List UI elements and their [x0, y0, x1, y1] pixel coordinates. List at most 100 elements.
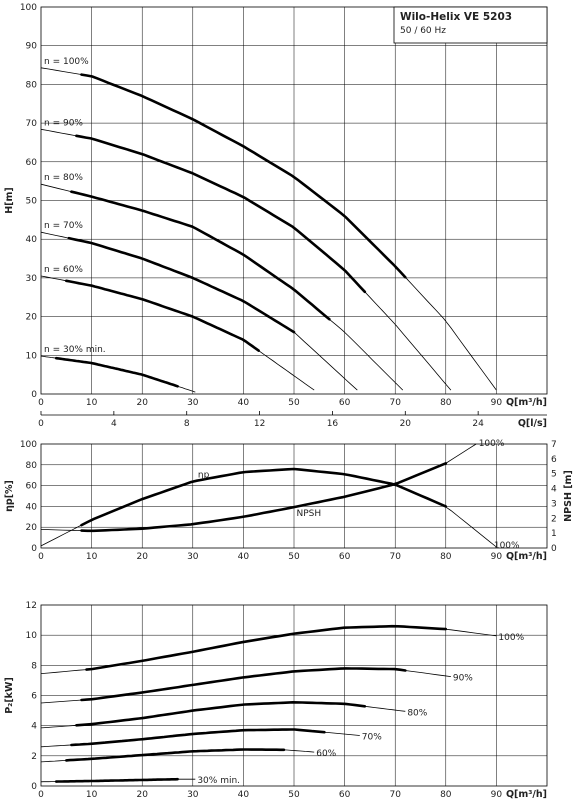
power-x-tick-label: 0: [38, 790, 44, 800]
efficiency-npsh-y2-axis-label: NPSH [m]: [563, 470, 574, 522]
power-curve-label: 100%: [498, 633, 524, 643]
efficiency-npsh-y-tick-label: 40: [26, 502, 38, 512]
efficiency-end-label: 100%: [494, 541, 520, 551]
head-x-tick-label: 30: [187, 398, 199, 408]
product-title: Wilo-Helix VE 5203: [400, 11, 512, 23]
power-x-tick-label: 10: [86, 790, 98, 800]
head-x-axis-label: Q[m³/h]: [506, 397, 547, 408]
head-x-tick-label: 90: [491, 398, 503, 408]
head-y-tick-label: 90: [26, 42, 38, 52]
efficiency-npsh-y2-tick-label: 4: [551, 485, 557, 495]
power-x-tick-label: 50: [288, 790, 300, 800]
efficiency-curve-label: ηp: [198, 470, 210, 480]
efficiency-npsh-x-axis-label: Q[m³/h]: [506, 551, 547, 562]
head-curve-operating-n-30-min-: [54, 356, 179, 388]
head-curve-operating-n-100-: [80, 73, 407, 279]
power-y-tick-label: 2: [31, 752, 37, 762]
head-curve-n-70-: [40, 231, 358, 391]
head-x2-axis-label: Q[l/s]: [518, 418, 547, 429]
efficiency-npsh-y-tick-label: 100: [20, 440, 37, 450]
efficiency-npsh-x-tick-label: 70: [389, 552, 401, 562]
power-x-tick-label: 70: [389, 790, 401, 800]
efficiency-npsh-y2-tick-label: 1: [551, 529, 557, 539]
text-layer: 0 10 20 30 40 50 60 70 80 90010203040506070809010…: [4, 3, 574, 800]
power-curve-operating-70-: [70, 728, 326, 747]
head-y-tick-label: 30: [26, 274, 38, 284]
head-x-tick-label: 20: [136, 398, 148, 408]
efficiency-npsh-y2-tick-label: 3: [551, 499, 557, 509]
efficiency-npsh-x-tick-label: 50: [288, 552, 300, 562]
efficiency-npsh-y2-tick-label: 2: [551, 514, 557, 524]
head-y-tick-label: 20: [26, 313, 38, 323]
power-curve-label: 90%: [453, 674, 473, 684]
head-y-tick-label: 0: [31, 390, 37, 400]
power-y-tick-label: 6: [31, 692, 37, 702]
head-y-tick-label: 80: [26, 80, 38, 90]
head-curve-operating-n-80-: [70, 190, 331, 321]
efficiency-npsh-y-axis-label: ηp[%]: [4, 480, 15, 512]
power-x-tick-label: 40: [238, 790, 250, 800]
head-curve-label: n = 60%: [44, 265, 83, 275]
efficiency-npsh-y2-tick-label: 7: [551, 440, 557, 450]
efficiency-npsh-curve--p: [40, 468, 497, 548]
power-y-tick-label: 4: [31, 722, 37, 732]
head-x-tick-label: 10: [86, 398, 98, 408]
head-x-tick-label: 0: [38, 398, 44, 408]
head-x2-tick-label: 0: [38, 419, 44, 429]
curve-layer: [40, 67, 497, 783]
head-x2-tick-label: 20: [400, 419, 412, 429]
efficiency-npsh-x-tick-label: 10: [86, 552, 98, 562]
npsh-curve-label: NPSH: [297, 509, 322, 519]
power-curve-operating-60-: [65, 748, 286, 762]
efficiency-npsh-x-tick-label: 80: [440, 552, 452, 562]
efficiency-npsh-x-tick-label: 30: [187, 552, 199, 562]
grid-layer: [40, 6, 548, 787]
efficiency-npsh-x-tick-label: 90: [491, 552, 503, 562]
head-curve-n-60-: [40, 275, 315, 391]
power-x-tick-label: 30: [187, 790, 199, 800]
efficiency-npsh-x-tick-label: 60: [339, 552, 351, 562]
head-x2-tick-label: 12: [254, 419, 265, 429]
frequency-label: 50 / 60 Hz: [400, 26, 446, 36]
efficiency-npsh-y-tick-label: 80: [26, 461, 38, 471]
power-curve-operating-90-: [80, 667, 407, 702]
npsh-end-label: 100%: [479, 439, 505, 449]
head-y-tick-label: 100: [20, 3, 37, 13]
power-y-tick-label: 10: [26, 631, 38, 641]
head-y-axis-label: H[m]: [4, 187, 15, 214]
power-y-tick-label: 0: [31, 782, 37, 792]
head-y-tick-label: 70: [26, 119, 38, 129]
head-x-tick-label: 60: [339, 398, 351, 408]
head-y-tick-label: 40: [26, 235, 38, 245]
head-curve-operating-n-70-: [67, 236, 296, 334]
head-curve-label: n = 90%: [44, 118, 83, 128]
efficiency-npsh-x-tick-label: 0: [38, 552, 44, 562]
power-x-tick-label: 90: [491, 790, 503, 800]
head-x2-tick-label: 24: [472, 419, 484, 429]
power-curve-label: 80%: [407, 708, 427, 718]
head-curve-label: n = 100%: [44, 57, 89, 67]
head-x-tick-label: 50: [288, 398, 300, 408]
head-y-tick-label: 10: [26, 351, 38, 361]
head-y-tick-label: 50: [26, 197, 38, 207]
head-x2-tick-label: 4: [111, 419, 117, 429]
efficiency-npsh-curve-operating-npsh: [80, 462, 448, 533]
efficiency-npsh-y2-tick-label: 0: [551, 544, 557, 554]
head-y-tick-label: 60: [26, 158, 38, 168]
power-x-axis-label: Q[m³/h]: [506, 789, 547, 800]
efficiency-npsh-y2-tick-label: 5: [551, 470, 557, 480]
head-curve-label: n = 30% min.: [44, 345, 106, 355]
head-curve-label: n = 70%: [44, 221, 83, 231]
power-curve-operating-30-min-: [54, 777, 179, 783]
power-y-tick-label: 8: [31, 661, 37, 671]
power-curve-operating-80-: [75, 700, 367, 727]
head-curve-operating-n-60-: [65, 279, 260, 352]
title-box: Wilo-Helix VE 5203 50 / 60 Hz: [393, 6, 548, 44]
power-curve-label: 30% min.: [197, 776, 240, 786]
head-curve-label: n = 80%: [44, 173, 83, 183]
head-curve-n-100-: [40, 67, 497, 391]
head-x2-tick-label: 16: [327, 419, 339, 429]
efficiency-npsh-y-tick-label: 60: [26, 482, 38, 492]
head-curve-operating-n-90-: [75, 134, 367, 294]
